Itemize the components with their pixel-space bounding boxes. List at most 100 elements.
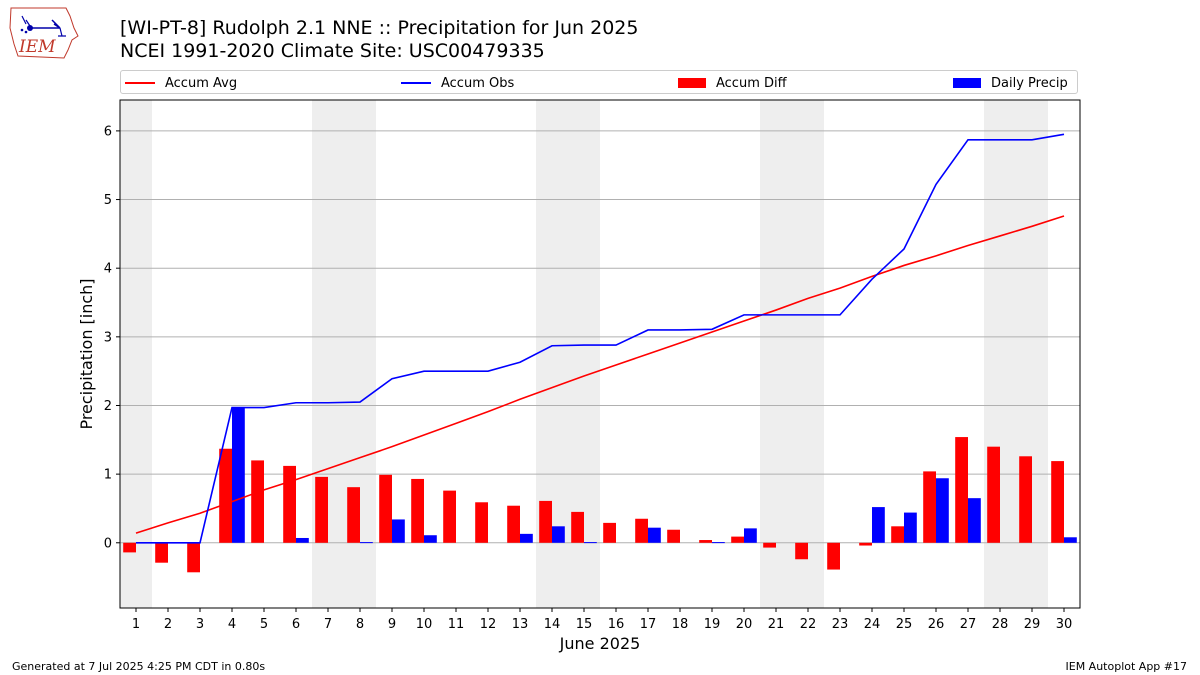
y-axis-label: Precipitation [inch] <box>77 278 96 429</box>
accum-diff-bar <box>507 505 520 543</box>
legend: Accum Avg Accum Obs Accum Diff Daily Pre… <box>120 70 1078 94</box>
accum-diff-bar <box>411 478 424 543</box>
accum-diff-bar <box>763 542 776 548</box>
x-tick-label: 15 <box>576 617 593 632</box>
daily-precip-bar <box>968 498 981 543</box>
accum-diff-bar <box>827 542 840 570</box>
daily-precip-bar <box>584 542 597 544</box>
y-tick-label: 4 <box>104 262 112 277</box>
x-tick-label: 26 <box>928 617 945 632</box>
accum-diff-bar <box>539 500 552 543</box>
x-tick-label: 24 <box>864 617 881 632</box>
x-tick-label: 21 <box>768 617 785 632</box>
svg-text:IEM: IEM <box>18 37 56 57</box>
legend-label-daily-precip: Daily Precip <box>991 75 1068 91</box>
legend-label-accum-obs: Accum Obs <box>441 75 515 91</box>
x-tick-label: 20 <box>736 617 753 632</box>
legend-label-accum-diff: Accum Diff <box>716 75 787 91</box>
accum-diff-bar <box>443 490 456 543</box>
accum-diff-bar <box>251 460 264 543</box>
accum-diff-bar <box>347 487 360 543</box>
accum-diff-bar <box>1019 456 1032 543</box>
footer-generated: Generated at 7 Jul 2025 4:25 PM CDT in 0… <box>12 660 266 673</box>
x-tick-label: 19 <box>704 617 721 632</box>
x-tick-label: 17 <box>640 617 657 632</box>
y-tick-label: 2 <box>104 399 112 414</box>
weekend-shade <box>120 100 152 608</box>
x-tick-label: 4 <box>228 617 236 632</box>
accum-diff-bar <box>219 448 232 543</box>
daily-precip-bar <box>872 507 885 543</box>
x-tick-label: 14 <box>544 617 561 632</box>
x-tick-label: 29 <box>1024 617 1041 632</box>
accum-diff-bar <box>891 526 904 543</box>
weekend-shade <box>792 100 824 608</box>
daily-precip-bar <box>744 528 757 543</box>
x-tick-label: 25 <box>896 617 913 632</box>
accum-diff-bar <box>1051 461 1064 543</box>
x-tick-label: 23 <box>832 617 849 632</box>
footer-app: IEM Autoplot App #17 <box>1065 660 1188 673</box>
x-tick-label: 30 <box>1056 617 1073 632</box>
x-tick-label: 18 <box>672 617 689 632</box>
weekend-shade <box>760 100 792 608</box>
accum-diff-bar <box>923 471 936 543</box>
accum-diff-bar <box>379 474 392 543</box>
chart-subtitle: NCEI 1991-2020 Climate Site: USC00479335 <box>120 40 545 62</box>
x-tick-label: 22 <box>800 617 817 632</box>
daily-precip-bar <box>392 519 405 543</box>
legend-item-daily-precip: Daily Precip <box>953 74 1068 92</box>
x-tick-label: 2 <box>164 617 172 632</box>
daily-precip-bar <box>712 542 725 544</box>
legend-swatch-accum-obs <box>401 82 431 84</box>
x-tick-label: 28 <box>992 617 1009 632</box>
iem-logo: IEM <box>9 7 79 59</box>
y-tick-label: 3 <box>104 330 112 345</box>
x-axis-label: June 2025 <box>559 634 641 653</box>
daily-precip-bar <box>936 478 949 543</box>
daily-precip-bar <box>360 542 373 544</box>
accum-diff-bar <box>571 511 584 543</box>
accum-diff-bar <box>667 529 680 543</box>
x-tick-label: 10 <box>416 617 433 632</box>
x-tick-label: 8 <box>356 617 364 632</box>
accum-diff-bar <box>603 522 616 543</box>
x-tick-label: 12 <box>480 617 497 632</box>
accum-diff-bar <box>635 518 648 543</box>
accum-diff-bar <box>283 465 296 543</box>
accum-diff-bar <box>987 446 1000 543</box>
y-tick-label: 6 <box>104 124 112 139</box>
accum-diff-bar <box>475 502 488 543</box>
x-tick-label: 9 <box>388 617 396 632</box>
daily-precip-bar <box>904 512 917 543</box>
accum-diff-bar <box>795 542 808 560</box>
x-tick-label: 6 <box>292 617 300 632</box>
plot-frame <box>119 99 1081 609</box>
daily-precip-bar <box>648 527 661 543</box>
x-tick-label: 16 <box>608 617 625 632</box>
legend-swatch-accum-avg <box>125 82 155 84</box>
y-tick-label: 1 <box>104 468 112 483</box>
accum-diff-bar <box>155 542 168 563</box>
x-tick-label: 11 <box>448 617 465 632</box>
y-tick-label: 0 <box>104 536 112 551</box>
accum-obs-line <box>136 133 1065 544</box>
chart-title: [WI-PT-8] Rudolph 2.1 NNE :: Precipitati… <box>120 17 639 39</box>
daily-precip-bar <box>520 533 533 543</box>
x-tick-label: 7 <box>324 617 332 632</box>
daily-precip-bar <box>1064 537 1077 543</box>
accum-diff-bar <box>123 542 136 553</box>
daily-precip-bar <box>424 535 437 543</box>
x-tick-label: 27 <box>960 617 977 632</box>
x-tick-label: 1 <box>132 617 140 632</box>
daily-precip-bar <box>232 407 245 543</box>
legend-item-accum-obs: Accum Obs <box>401 74 514 92</box>
legend-swatch-accum-diff <box>678 78 706 88</box>
x-tick-label: 13 <box>512 617 529 632</box>
legend-item-accum-avg: Accum Avg <box>125 74 237 92</box>
accum-diff-bar <box>859 542 872 546</box>
daily-precip-bar <box>552 526 565 543</box>
accum-diff-bar <box>187 542 200 573</box>
x-tick-label: 3 <box>196 617 204 632</box>
